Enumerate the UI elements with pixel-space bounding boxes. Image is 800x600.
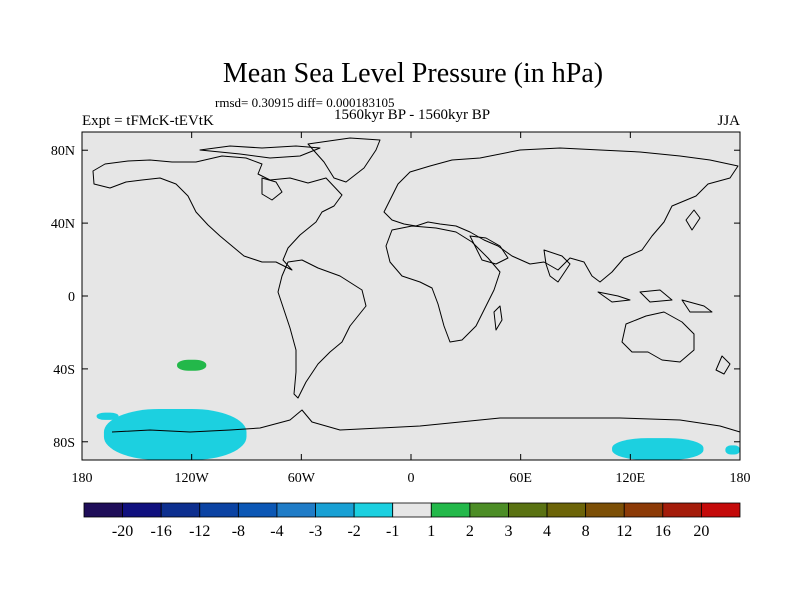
- anomaly-region-antarctic-east-negative: [612, 438, 704, 460]
- colorbar-label: 20: [693, 523, 709, 540]
- colorbar-swatch: [508, 502, 548, 518]
- stats-line: rmsd= 0.30915 diff= 0.000183105: [215, 95, 394, 110]
- colorbar-swatch: [392, 502, 432, 518]
- x-tick-label: 180: [72, 471, 93, 486]
- colorbar-swatch: [469, 502, 509, 518]
- colorbar-swatch: [546, 502, 587, 518]
- season-label: JJA: [717, 113, 740, 129]
- anomaly-region-antarctic-far-east-negative: [725, 445, 740, 455]
- colorbar-label: 12: [616, 523, 632, 540]
- coastline-south-america: [277, 259, 367, 399]
- colorbar-label: 4: [543, 523, 551, 540]
- x-tick-label: 120W: [175, 471, 210, 486]
- y-tick-label: 80N: [51, 144, 75, 159]
- experiment-label: Expt = tFMcK-tEVtK: [82, 113, 214, 129]
- colorbar-swatch: [199, 502, 239, 518]
- axis-layer: 180 120W 60W 0 60E 120E 180 80N 40N 0 40S 80S: [51, 132, 751, 486]
- y-tick-label: 40N: [51, 217, 75, 232]
- x-tick-label: 0: [408, 471, 415, 486]
- colorbar-label: 8: [582, 523, 590, 540]
- coastline-australia: [621, 311, 695, 363]
- colorbar-swatch: [83, 502, 123, 518]
- period-label: 1560kyr BP - 1560kyr BP: [334, 107, 490, 123]
- coastline-japan: [685, 209, 701, 231]
- coastline-canadian-arctic: [199, 145, 321, 159]
- x-tick-label: 120E: [616, 471, 646, 486]
- coastline-north-america: [92, 155, 343, 271]
- colorbar-swatch: [585, 502, 625, 518]
- anomaly-region-antarctic-pacific-negative: [103, 408, 247, 460]
- colorbar-swatch: [276, 502, 316, 518]
- colorbar-swatch: [160, 502, 201, 518]
- y-tick-label: 0: [68, 290, 75, 305]
- colorbar-label: 2: [466, 523, 474, 540]
- coastline-india: [543, 249, 571, 283]
- coastline-greenland: [307, 137, 381, 183]
- coastline-madagascar: [493, 305, 503, 331]
- colorbar-swatch: [315, 502, 355, 518]
- anomaly-region-pacific-positive: [177, 359, 207, 371]
- y-tick-label: 80S: [53, 436, 75, 451]
- coastline-eurasia: [383, 147, 739, 283]
- coastline-new-zealand: [715, 355, 731, 375]
- colorbar-label: 16: [655, 523, 671, 540]
- x-tick-label: 180: [730, 471, 751, 486]
- map-background: [82, 132, 740, 460]
- colorbar-label: -3: [309, 523, 322, 540]
- coastline-indonesia: [597, 289, 713, 313]
- anomaly-region-southern-ocean-negative-a: [96, 412, 119, 420]
- colorbar-label: -12: [189, 523, 210, 540]
- x-tick-label: 60E: [509, 471, 532, 486]
- colorbar-label: 1: [427, 523, 435, 540]
- colorbar-swatch: [430, 502, 471, 518]
- colorbar-label: -8: [232, 523, 245, 540]
- coastline-antarctica: [111, 409, 741, 433]
- coastline-arabia: [469, 235, 509, 265]
- colorbar-swatch: [662, 502, 702, 518]
- colorbar-swatch: [353, 502, 394, 518]
- colorbar-swatch: [237, 502, 278, 518]
- anomaly-layer: [96, 359, 740, 460]
- chart-title: Mean Sea Level Pressure (in hPa): [223, 58, 603, 89]
- colorbar-swatch: [701, 502, 741, 518]
- colorbar: -20 -16 -12 -8 -4 -3 -2 -1 1 2 3 4 8 12 16 20: [83, 502, 741, 540]
- coastline-africa: [385, 225, 501, 343]
- colorbar-label: 3: [504, 523, 512, 540]
- coastline-hudson-bay: [261, 177, 283, 201]
- colorbar-swatch: [122, 502, 162, 518]
- x-tick-label: 60W: [288, 471, 316, 486]
- colorbar-label: -2: [347, 523, 360, 540]
- colorbar-label: -4: [270, 523, 283, 540]
- coastlines: [92, 137, 741, 433]
- y-tick-label: 40S: [53, 363, 75, 378]
- colorbar-label: -20: [112, 523, 133, 540]
- colorbar-swatch: [623, 502, 664, 518]
- map-panel: 180 120W 60W 0 60E 120E 180 80N 40N 0 40S 80S: [51, 131, 751, 486]
- colorbar-label: -16: [151, 523, 172, 540]
- colorbar-label: -1: [386, 523, 399, 540]
